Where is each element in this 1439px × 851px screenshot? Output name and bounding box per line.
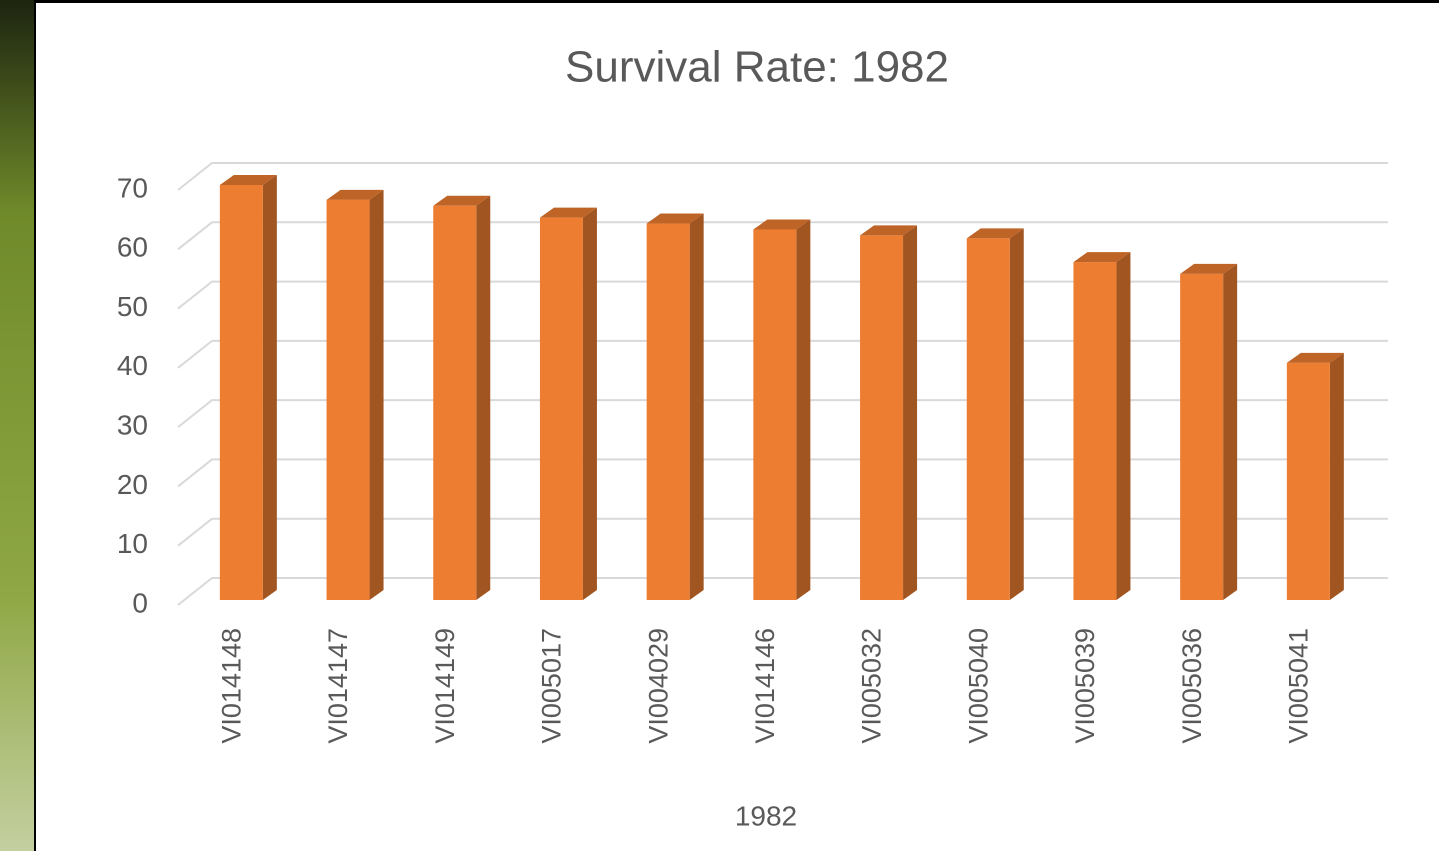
y-tick-label: 50	[117, 291, 148, 322]
bar-side	[1116, 252, 1130, 600]
bar	[433, 206, 476, 600]
bar-side	[476, 196, 490, 600]
bar	[220, 185, 263, 600]
chart: Survival Rate: 1982 1982 0 10 20 30 40 50 60 70…	[0, 0, 1439, 851]
x-tick-label: VI005036	[1177, 628, 1207, 744]
y-tick-label: 60	[117, 232, 148, 263]
x-tick-label: VI005017	[537, 628, 567, 744]
x-tick-label: VI014147	[323, 628, 353, 744]
y-tick-label: 20	[117, 469, 148, 500]
x-tick-label: VI005041	[1283, 628, 1313, 744]
x-axis-label: 1982	[735, 800, 797, 831]
y-tick-label: 30	[117, 410, 148, 441]
x-tick-label: VI014149	[430, 628, 460, 744]
bar	[1287, 363, 1330, 600]
bar-side	[903, 225, 917, 600]
y-tick-label: 40	[117, 350, 148, 381]
bar-side	[796, 219, 810, 600]
bar-side	[263, 175, 277, 600]
bar-side	[370, 190, 384, 600]
bar	[1180, 274, 1223, 600]
bar	[327, 200, 370, 600]
bar	[753, 229, 796, 600]
bar	[540, 218, 583, 600]
background-image	[0, 0, 34, 851]
bar-side	[690, 214, 704, 600]
y-tick-label: 10	[117, 528, 148, 559]
y-tick-label: 0	[132, 587, 148, 618]
x-tick-label: VI014146	[750, 628, 780, 744]
bar-side	[1223, 264, 1237, 600]
bar	[1073, 262, 1116, 600]
x-tick-label: VI005032	[857, 628, 887, 744]
chart-title: Survival Rate: 1982	[565, 43, 949, 92]
bar	[647, 224, 690, 600]
x-tick-label: VI005039	[1070, 628, 1100, 744]
bar	[967, 238, 1010, 600]
bar-side	[583, 208, 597, 600]
bar-side	[1330, 353, 1344, 600]
bar	[860, 235, 903, 600]
y-tick-label: 70	[117, 172, 148, 203]
x-tick-label: VI005040	[963, 628, 993, 744]
x-tick-label: VI014148	[216, 628, 246, 744]
x-tick-label: VI004029	[643, 628, 673, 744]
bar-side	[1010, 228, 1024, 600]
